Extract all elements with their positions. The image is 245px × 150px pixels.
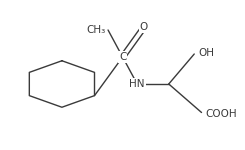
Text: CH₃: CH₃ (86, 25, 106, 35)
Text: C: C (119, 52, 126, 62)
Text: HN: HN (129, 79, 145, 89)
Text: O: O (140, 22, 148, 32)
Text: COOH: COOH (205, 109, 237, 119)
Text: OH: OH (198, 48, 214, 58)
